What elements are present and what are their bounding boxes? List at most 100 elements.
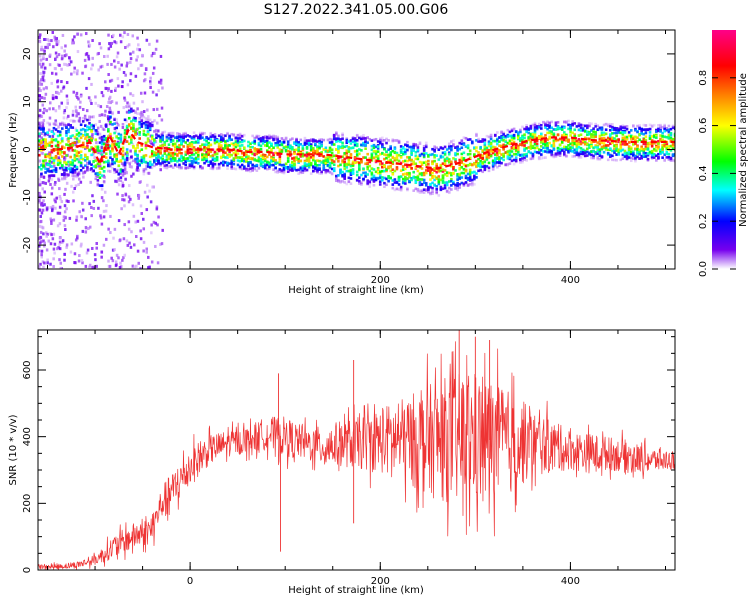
spectrogram-cell bbox=[42, 138, 45, 141]
spectrogram-cell bbox=[594, 145, 597, 149]
spectrogram-cell bbox=[265, 136, 269, 140]
spectrogram-noise-cell bbox=[54, 72, 58, 76]
spectrogram-cell bbox=[378, 173, 382, 177]
spectrogram-cell bbox=[107, 117, 110, 121]
spectrogram-cell bbox=[481, 165, 485, 168]
spectrogram-noise-cell bbox=[91, 246, 94, 250]
spectrogram-cell bbox=[424, 188, 428, 191]
spectrogram-cell bbox=[209, 162, 213, 165]
spectrogram-cell bbox=[245, 153, 248, 156]
spectrogram-cell bbox=[345, 162, 349, 166]
spectrogram-cell bbox=[600, 133, 604, 137]
spectrogram-noise-cell bbox=[40, 45, 43, 49]
spectrogram-noise-cell bbox=[134, 220, 137, 224]
spectrogram-cell bbox=[148, 122, 152, 126]
spectrogram-cell bbox=[397, 176, 401, 179]
spectrogram-cell bbox=[192, 157, 196, 161]
spectrogram-cell bbox=[205, 150, 208, 154]
spectrogram-noise-cell bbox=[147, 255, 150, 259]
spectrogram-cell bbox=[642, 153, 646, 157]
spectrogram-cell bbox=[389, 158, 392, 162]
spectrogram-noise-cell bbox=[91, 39, 94, 43]
spectrogram-cell bbox=[278, 150, 282, 153]
spectrogram-cell bbox=[155, 151, 158, 155]
spectrogram-cell bbox=[215, 158, 219, 162]
spectrogram-cell bbox=[102, 170, 106, 173]
spectrogram-noise-cell bbox=[142, 110, 146, 114]
spectrogram-cell bbox=[408, 165, 411, 168]
spectrogram-cell bbox=[391, 149, 395, 153]
spectrogram-cell bbox=[268, 135, 271, 138]
spectrogram-cell bbox=[475, 162, 478, 166]
spectrogram-cell bbox=[238, 133, 242, 136]
spectrogram-cell bbox=[251, 168, 254, 172]
spectrogram-noise-cell bbox=[42, 79, 46, 83]
spectrogram-cell bbox=[395, 156, 399, 159]
spectrogram-cell bbox=[548, 149, 551, 152]
spectrogram-cell bbox=[424, 171, 428, 175]
spectrogram-noise-cell bbox=[142, 79, 146, 83]
spectrogram-cell bbox=[211, 167, 215, 170]
spectrogram-cell bbox=[550, 153, 554, 156]
spectrogram-cell bbox=[77, 172, 81, 176]
spectrogram-cell bbox=[96, 183, 100, 187]
spectrogram-cell bbox=[475, 132, 478, 136]
spectrogram-cell bbox=[61, 145, 64, 149]
spectrogram-cell bbox=[673, 137, 675, 140]
spectrogram-noise-cell bbox=[73, 170, 77, 174]
spectrogram-cell bbox=[79, 150, 83, 153]
spectrogram-cell bbox=[178, 151, 181, 155]
spectrogram-noise-cell bbox=[85, 109, 89, 113]
spectrogram-noise-cell bbox=[75, 91, 79, 95]
spectrogram-cell bbox=[316, 140, 319, 143]
spectrogram-cell bbox=[192, 161, 196, 164]
spectrogram-cell bbox=[144, 154, 148, 157]
spectrogram-cell bbox=[169, 159, 173, 163]
spectrogram-noise-cell bbox=[139, 267, 142, 269]
spectrogram-cell bbox=[485, 158, 489, 161]
spectrogram-cell bbox=[48, 135, 52, 138]
spectrogram-cell bbox=[370, 148, 374, 152]
spectrogram-cell bbox=[276, 140, 280, 144]
spectrogram-noise-cell bbox=[38, 159, 42, 163]
spectrogram-cell bbox=[192, 148, 196, 152]
spectrogram-noise-cell bbox=[99, 214, 102, 218]
spectrogram-x-axis-label: Height of straight line (km) bbox=[288, 285, 424, 296]
spectrogram-cell bbox=[146, 132, 150, 136]
spectrogram-cell bbox=[73, 165, 77, 168]
spectrogram-noise-cell bbox=[64, 124, 68, 128]
spectrogram-cell bbox=[441, 179, 445, 183]
spectrogram-cell bbox=[100, 159, 104, 162]
spectrogram-noise-cell bbox=[126, 33, 130, 37]
spectrogram-cell bbox=[276, 161, 280, 165]
spectrogram-cell bbox=[364, 175, 367, 178]
spectrogram-cell bbox=[623, 155, 627, 158]
spectrogram-cell bbox=[138, 126, 141, 130]
spectrogram-cell bbox=[659, 152, 662, 155]
spectrogram-noise-cell bbox=[152, 108, 156, 112]
spectrogram-cell bbox=[180, 151, 183, 155]
spectrogram-cell bbox=[567, 119, 570, 123]
spectrogram-noise-cell bbox=[63, 210, 67, 214]
spectrogram-cell bbox=[372, 149, 376, 153]
spectrogram-cell bbox=[479, 159, 482, 163]
spectrogram-cell bbox=[182, 156, 185, 159]
spectrogram-cell bbox=[609, 123, 612, 126]
spectrogram-cell bbox=[477, 169, 480, 173]
spectrogram-cell bbox=[514, 152, 518, 156]
spectrogram-cell bbox=[531, 144, 535, 148]
spectrogram-noise-cell bbox=[62, 218, 66, 222]
spectrogram-noise-cell bbox=[124, 46, 127, 50]
spectrogram-cell bbox=[58, 133, 62, 137]
spectrogram-cell bbox=[533, 123, 537, 127]
spectrogram-cell bbox=[600, 155, 604, 159]
spectrogram-cell bbox=[272, 153, 275, 157]
spectrogram-cell bbox=[433, 145, 436, 149]
spectrogram-noise-cell bbox=[49, 262, 52, 266]
spectrogram-cell bbox=[579, 123, 583, 127]
spectrogram-noise-cell bbox=[140, 110, 143, 114]
spectrogram-noise-cell bbox=[66, 98, 69, 102]
spectrogram-cell bbox=[73, 135, 77, 139]
spectrogram-cell bbox=[523, 133, 526, 136]
